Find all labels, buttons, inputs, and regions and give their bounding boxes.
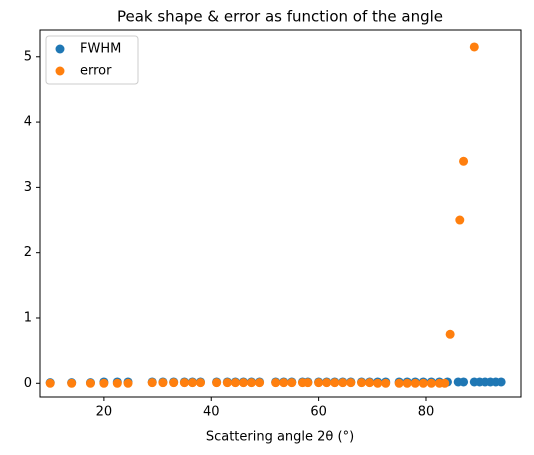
point (330, 378, 340, 388)
point (247, 378, 257, 388)
point (196, 378, 206, 388)
x-tick-label: 20 (96, 405, 113, 420)
point (418, 378, 428, 388)
point (112, 378, 122, 388)
point (45, 378, 55, 388)
point (255, 378, 265, 388)
point (381, 378, 391, 388)
legend-label: FWHM (80, 42, 121, 57)
y-tick-label: 5 (24, 49, 32, 64)
x-tick-label: 80 (418, 405, 435, 420)
point (394, 378, 404, 388)
point (238, 378, 248, 388)
point (123, 378, 133, 388)
point (402, 378, 412, 388)
point (230, 378, 240, 388)
x-axis-label: Scattering angle 2θ (°) (206, 430, 354, 445)
y-tick-label: 0 (24, 376, 32, 391)
point (346, 378, 356, 388)
point (279, 378, 289, 388)
point (445, 329, 455, 339)
point (410, 378, 420, 388)
point (440, 378, 450, 388)
point (426, 378, 436, 388)
point (222, 378, 232, 388)
point (271, 378, 281, 388)
point (322, 378, 332, 388)
point (67, 378, 77, 388)
y-tick-label: 2 (24, 245, 32, 260)
x-tick-label: 60 (310, 405, 327, 420)
point (287, 378, 297, 388)
chart-title: Peak shape & error as function of the an… (117, 8, 443, 26)
point (303, 378, 313, 388)
legend-label: error (80, 64, 112, 79)
legend-marker (55, 44, 65, 54)
point (459, 156, 469, 166)
x-tick-label: 40 (203, 405, 220, 420)
y-tick-label: 3 (24, 180, 32, 195)
point (85, 378, 95, 388)
point (158, 378, 168, 388)
point (455, 215, 465, 225)
y-tick-label: 4 (24, 115, 32, 130)
point (99, 378, 109, 388)
point (469, 42, 479, 52)
legend-box (45, 35, 139, 85)
point (179, 378, 189, 388)
plot-frame (39, 29, 522, 398)
point (459, 377, 469, 387)
point (357, 378, 367, 388)
point (338, 378, 348, 388)
point (187, 378, 197, 388)
point (314, 378, 324, 388)
point (169, 378, 179, 388)
legend-marker (55, 66, 65, 76)
point (496, 377, 506, 387)
point (212, 378, 222, 388)
point (373, 378, 383, 388)
point (147, 378, 157, 388)
y-tick-label: 1 (24, 310, 32, 325)
point (365, 378, 375, 388)
